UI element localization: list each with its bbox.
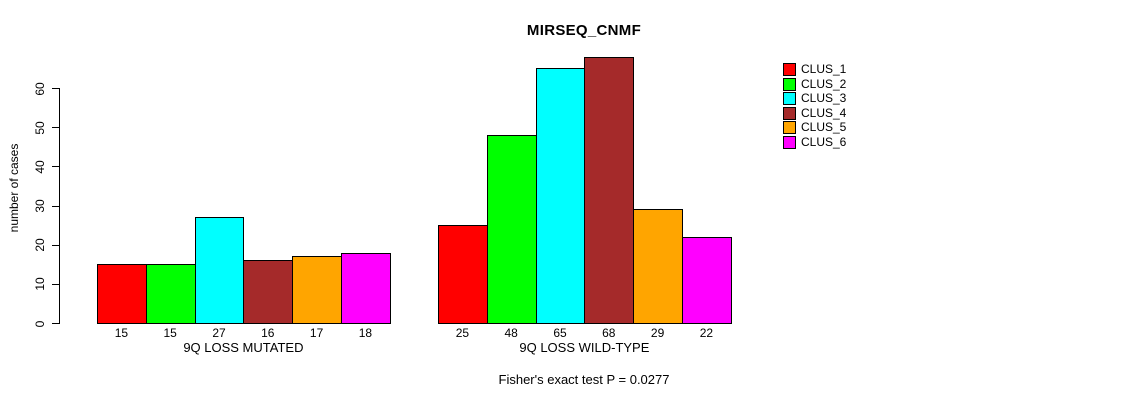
- legend-item: CLUS_5: [783, 120, 847, 135]
- bar-value-label: 17: [309, 326, 324, 340]
- bar-value-label: 48: [504, 326, 518, 340]
- legend-swatch: [783, 63, 796, 76]
- bar-value-label: 25: [455, 326, 470, 340]
- y-tick-mark: [52, 283, 59, 285]
- legend-label: CLUS_2: [801, 76, 847, 91]
- bar-value-label: 29: [650, 326, 665, 340]
- bar: [438, 225, 488, 324]
- y-tick-label: 60: [33, 81, 47, 96]
- y-axis-label: number of cases: [7, 143, 21, 233]
- bar: [243, 260, 294, 324]
- bar-value-label: 15: [114, 326, 129, 340]
- bar: [194, 217, 245, 324]
- y-tick-label: 20: [33, 238, 47, 252]
- y-tick-mark: [52, 205, 59, 207]
- y-tick-label: 30: [33, 199, 47, 213]
- y-tick-label: 40: [33, 160, 47, 174]
- bar-value-label: 15: [163, 326, 177, 340]
- bar: [292, 256, 342, 324]
- legend-label: CLUS_5: [801, 120, 847, 135]
- legend-label: CLUS_3: [801, 91, 847, 106]
- y-tick-mark: [52, 127, 59, 129]
- y-tick-label: 0: [33, 320, 47, 327]
- legend-label: CLUS_1: [801, 62, 847, 76]
- bar: [145, 264, 196, 324]
- bar-value-label: 18: [358, 326, 373, 340]
- bar: [535, 68, 586, 324]
- fisher-test-note: Fisher's exact test P = 0.0277: [498, 372, 670, 387]
- y-tick-mark: [52, 88, 59, 89]
- y-tick-mark: [52, 166, 59, 168]
- y-tick-label: 50: [33, 120, 47, 135]
- y-axis-line: [59, 88, 60, 324]
- legend-swatch: [783, 136, 796, 149]
- legend-item: CLUS_4: [783, 105, 847, 120]
- legend-item: CLUS_6: [783, 136, 846, 149]
- legend-swatch: [783, 77, 796, 91]
- chart-title: MIRSEQ_CNMF: [526, 22, 642, 39]
- bar: [584, 56, 635, 324]
- group-label: 9Q LOSS MUTATED: [183, 340, 304, 355]
- y-tick-mark: [52, 323, 59, 324]
- legend-swatch: [783, 92, 796, 106]
- bar-value-label: 16: [261, 326, 275, 340]
- bar-value-label: 27: [212, 326, 226, 340]
- y-tick-label: 10: [33, 277, 47, 292]
- bar-value-label: 22: [699, 326, 714, 340]
- bar: [682, 236, 732, 324]
- bar: [341, 252, 391, 324]
- y-tick-mark: [52, 244, 59, 246]
- legend-item: CLUS_2: [783, 76, 847, 91]
- legend-item: CLUS_3: [783, 91, 847, 106]
- bar: [97, 264, 147, 324]
- bar: [633, 209, 683, 324]
- legend-swatch: [783, 121, 796, 135]
- bar-value-label: 68: [602, 326, 616, 340]
- legend-swatch: [783, 106, 796, 120]
- legend-item: CLUS_1: [783, 63, 846, 76]
- bar: [486, 135, 537, 324]
- bar-value-label: 65: [553, 326, 567, 340]
- legend-label: CLUS_6: [801, 135, 847, 149]
- group-label: 9Q LOSS WILD-TYPE: [519, 340, 650, 355]
- legend-label: CLUS_4: [801, 105, 847, 120]
